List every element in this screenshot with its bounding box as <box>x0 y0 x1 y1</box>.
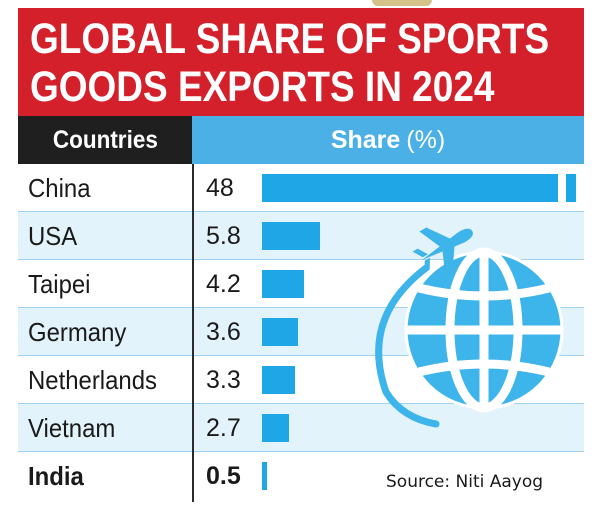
globe-icon <box>404 247 564 413</box>
table-row: Vietnam 2.7 <box>18 404 584 452</box>
table-row: Taipei 4.2 <box>18 260 584 308</box>
airplane-icon <box>412 227 473 277</box>
data-table: Countries Share (%) China 48 USA 5.8 Taipei 4.… <box>18 116 584 502</box>
country-label: Germany <box>28 316 127 347</box>
share-value-label: 48 <box>206 173 234 202</box>
title-banner: GLOBAL SHARE OF SPORTS GOODS EXPORTS IN … <box>18 8 584 116</box>
share-bar <box>262 270 304 298</box>
top-edge <box>0 0 600 8</box>
country-label: India <box>28 460 84 491</box>
share-value-label: 4.2 <box>206 269 241 298</box>
table-row: Netherlands 3.3 <box>18 356 584 404</box>
share-value-label: 2.7 <box>206 413 241 442</box>
header-share-label: Share <box>330 125 401 154</box>
share-bar <box>262 414 289 442</box>
share-bar <box>262 318 298 346</box>
table-row: India 0.5 <box>18 452 584 500</box>
country-label: Vietnam <box>28 412 116 443</box>
source-note: Source: Niti Aayog <box>386 472 544 492</box>
title-line-1: GLOBAL SHARE OF SPORTS <box>30 15 550 63</box>
share-value-label: 3.3 <box>206 365 241 394</box>
header-share: Share (%) <box>192 116 584 164</box>
globe-airplane-illustration <box>375 227 564 428</box>
country-label: Netherlands <box>28 364 157 395</box>
share-bar-break-segment <box>566 174 576 202</box>
share-value-label: 5.8 <box>206 221 241 250</box>
flight-path <box>375 264 440 428</box>
top-decoration <box>372 0 432 6</box>
share-bar <box>262 366 295 394</box>
share-value-label: 3.6 <box>206 317 241 346</box>
share-bar <box>262 174 558 202</box>
header-unit-label: (%) <box>406 125 446 154</box>
table-row: China 48 <box>18 164 584 212</box>
country-label: Taipei <box>28 268 91 299</box>
share-bar <box>262 222 320 250</box>
title-line-2: GOODS EXPORTS IN 2024 <box>30 63 495 111</box>
country-label: China <box>28 172 91 203</box>
share-value-label: 0.5 <box>206 461 241 490</box>
column-divider <box>192 164 194 502</box>
share-bar <box>262 462 267 490</box>
header-countries-label: Countries <box>52 125 158 154</box>
country-label: USA <box>28 220 78 251</box>
header-countries: Countries <box>18 116 192 164</box>
